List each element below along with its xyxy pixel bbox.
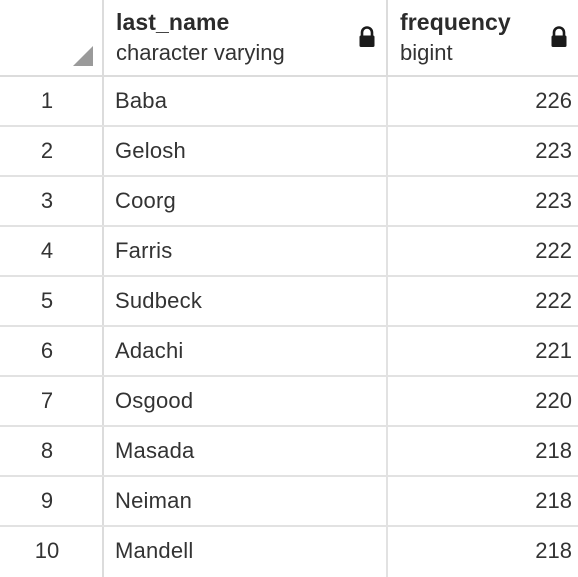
row-number[interactable]: 5 [0,277,104,325]
table-row[interactable]: 10 Mandell 218 [0,527,578,577]
cell-last-name[interactable]: Baba [104,77,388,125]
lock-icon [359,26,375,47]
row-number[interactable]: 8 [0,427,104,475]
row-number[interactable]: 3 [0,177,104,225]
cell-last-name[interactable]: Neiman [104,477,388,525]
row-number[interactable]: 9 [0,477,104,525]
cell-frequency[interactable]: 223 [535,138,572,163]
table-row[interactable]: 6 Adachi 221 [0,327,578,377]
cell-last-name[interactable]: Masada [104,427,388,475]
cell-last-name[interactable]: Gelosh [104,127,388,175]
table-row[interactable]: 3 Coorg 223 [0,177,578,227]
grid-body: 1 Baba 226 2 Gelosh 223 3 Coorg 223 4 Fa… [0,77,578,577]
column-type: bigint [400,40,453,65]
cell-frequency[interactable]: 218 [535,538,572,563]
cell-frequency[interactable]: 221 [535,338,572,363]
cell-frequency[interactable]: 222 [535,238,572,263]
cell-frequency[interactable]: 222 [535,288,572,313]
column-header-last-name[interactable]: last_name character varying [104,0,388,75]
cell-last-name[interactable]: Farris [104,227,388,275]
select-all-corner[interactable] [0,0,104,75]
cell-last-name[interactable]: Adachi [104,327,388,375]
column-title: frequency [400,9,511,35]
row-number[interactable]: 4 [0,227,104,275]
cell-frequency[interactable]: 218 [535,488,572,513]
table-row[interactable]: 1 Baba 226 [0,77,578,127]
column-header-frequency[interactable]: frequency bigint [388,0,578,75]
row-number[interactable]: 1 [0,77,104,125]
cell-frequency[interactable]: 223 [535,188,572,213]
table-row[interactable]: 5 Sudbeck 222 [0,277,578,327]
cell-frequency[interactable]: 226 [535,88,572,113]
table-row[interactable]: 2 Gelosh 223 [0,127,578,177]
cell-last-name[interactable]: Osgood [104,377,388,425]
table-row[interactable]: 4 Farris 222 [0,227,578,277]
row-number[interactable]: 6 [0,327,104,375]
cell-last-name[interactable]: Sudbeck [104,277,388,325]
corner-triangle-icon [73,46,93,66]
cell-frequency[interactable]: 220 [535,388,572,413]
cell-last-name[interactable]: Coorg [104,177,388,225]
table-row[interactable]: 8 Masada 218 [0,427,578,477]
lock-icon [551,26,567,47]
table-row[interactable]: 7 Osgood 220 [0,377,578,427]
row-number[interactable]: 2 [0,127,104,175]
row-number[interactable]: 10 [0,527,104,577]
column-title: last_name [116,9,230,35]
column-type: character varying [116,40,285,65]
table-row[interactable]: 9 Neiman 218 [0,477,578,527]
row-number[interactable]: 7 [0,377,104,425]
cell-frequency[interactable]: 218 [535,438,572,463]
grid-header: last_name character varying frequency bi… [0,0,578,77]
cell-last-name[interactable]: Mandell [104,527,388,577]
